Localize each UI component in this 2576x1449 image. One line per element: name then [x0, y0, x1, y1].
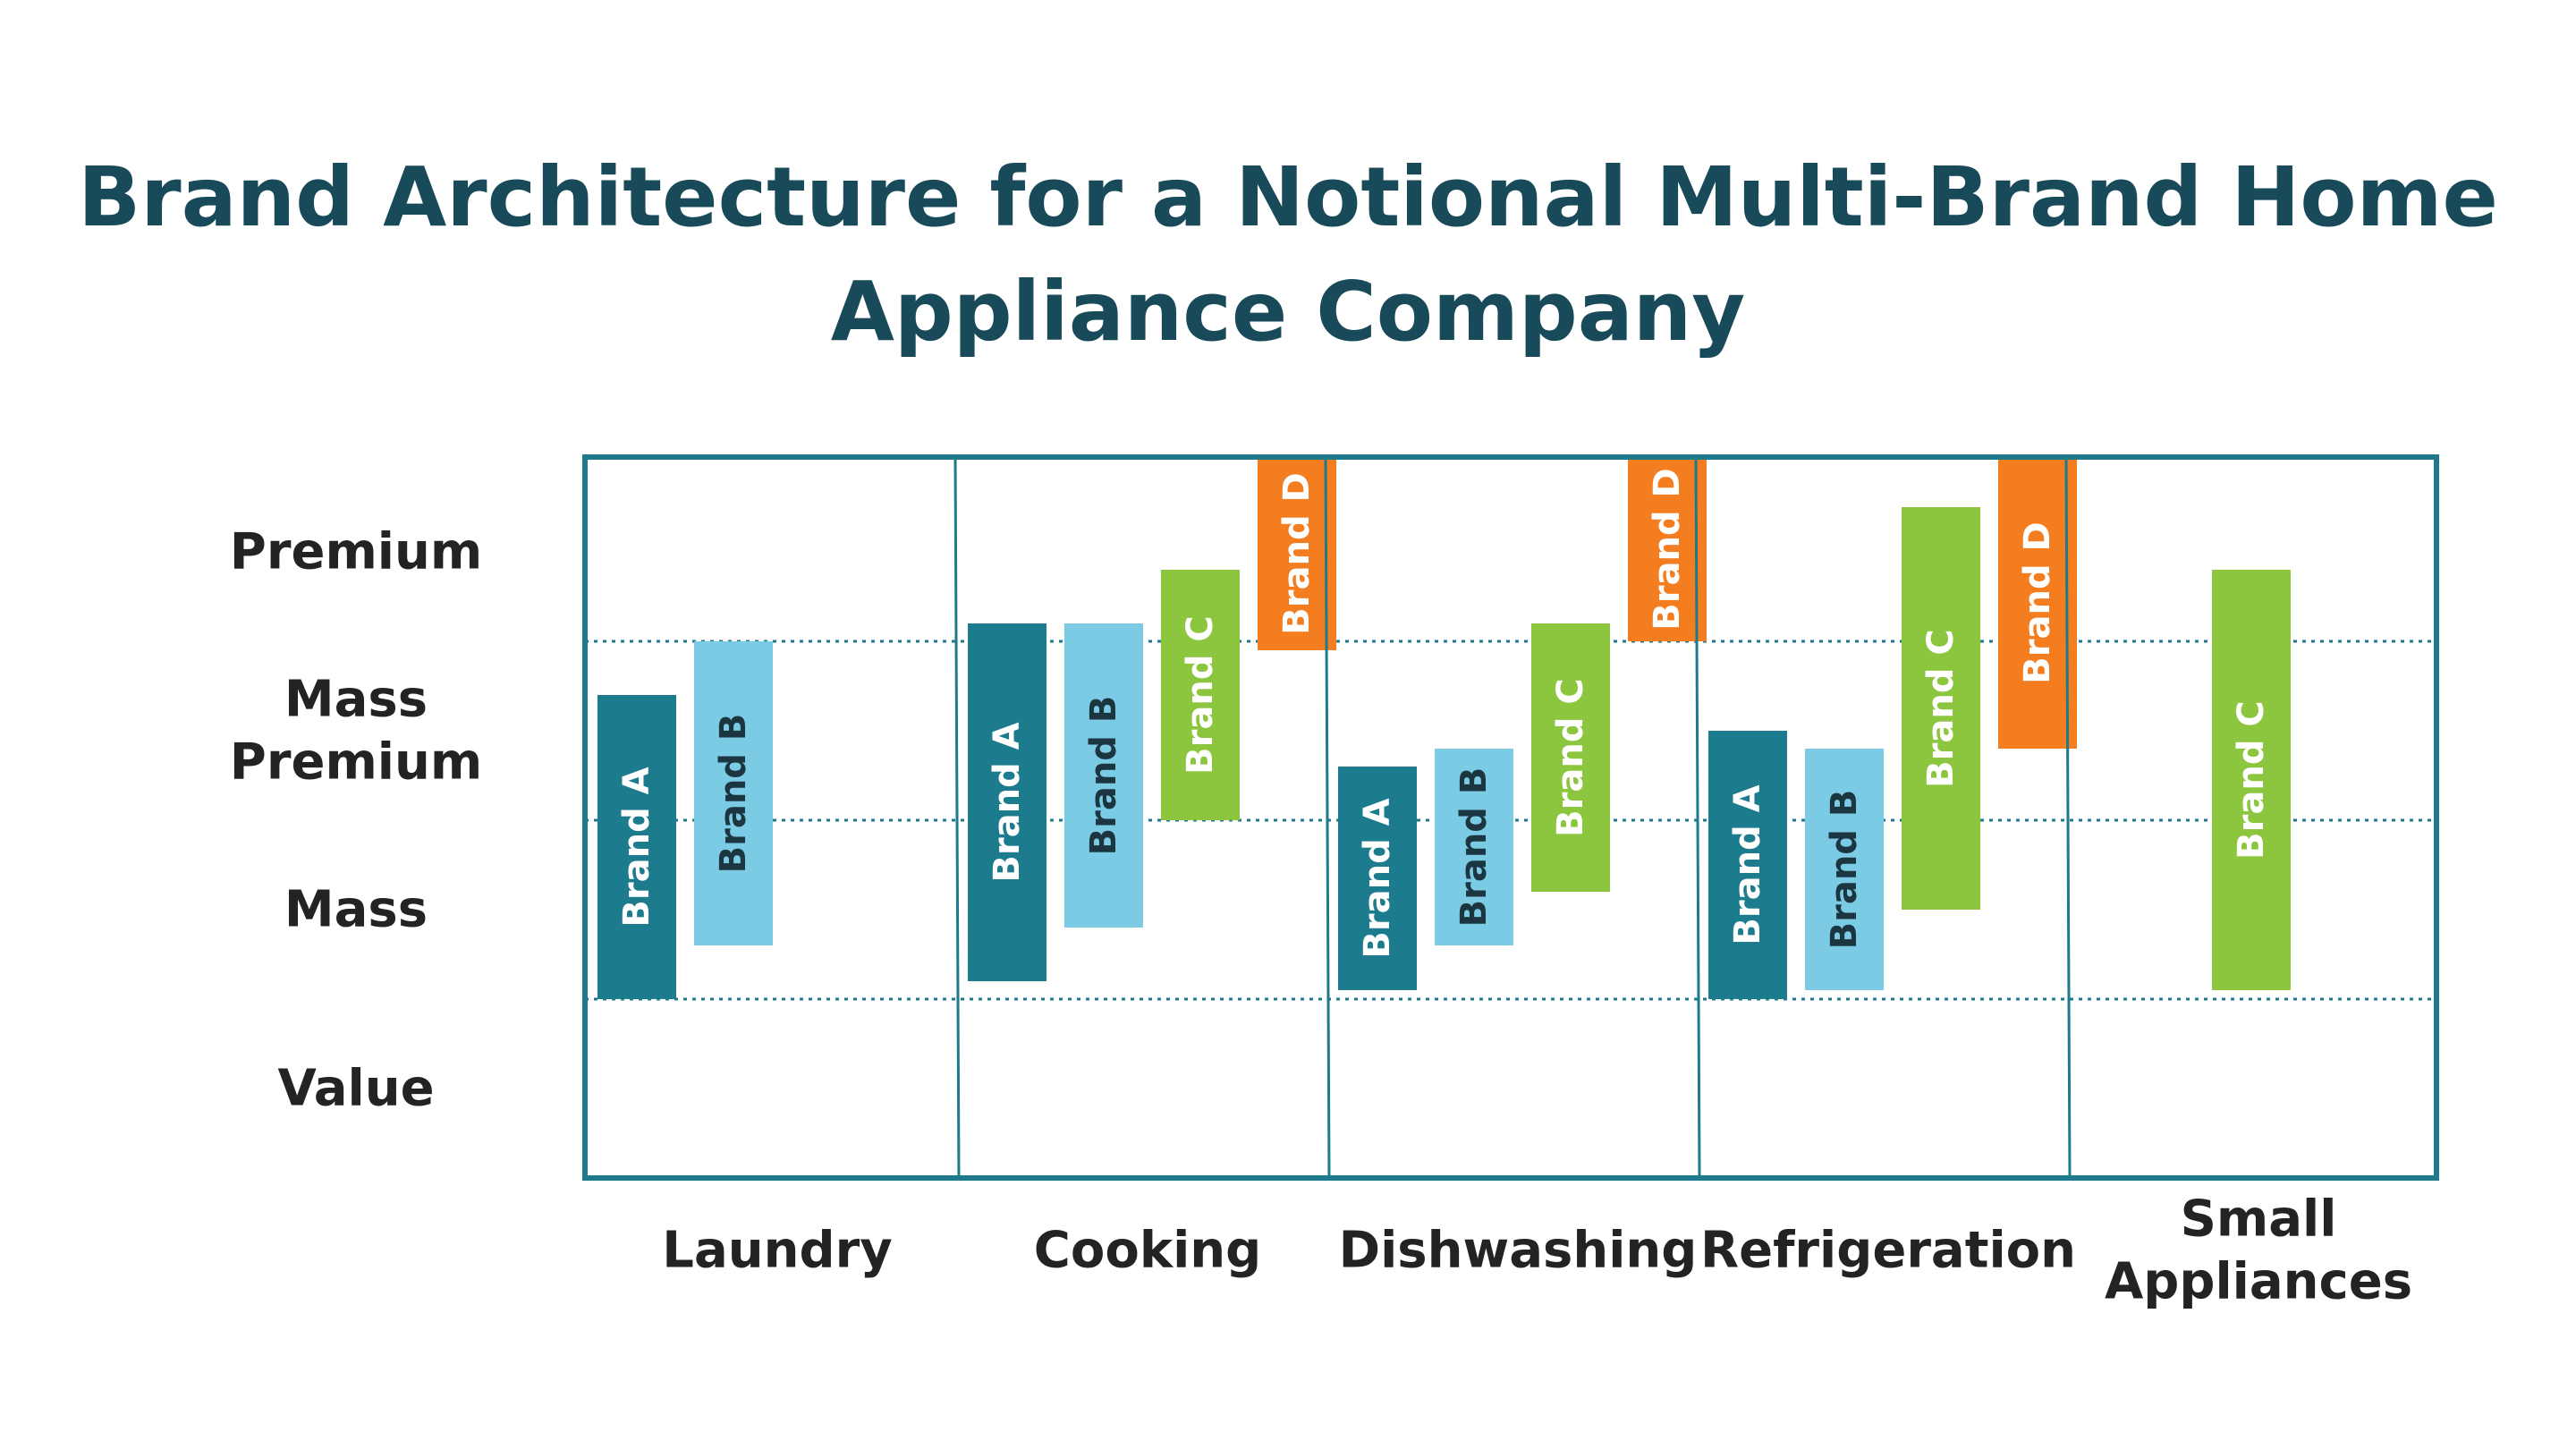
bar-brand-b-laundry: [694, 641, 773, 945]
category-label: Refrigeration: [1700, 1222, 2076, 1280]
bar-brand-a-refrigeration: [1708, 731, 1787, 999]
bar-brand-c-cooking: [1161, 570, 1240, 820]
bar-label: Brand A: [1727, 784, 1768, 945]
bar-brand-c-small-appliances: [2212, 570, 2291, 990]
bar-label: Brand C: [1550, 678, 1591, 837]
bar-brand-c-refrigeration: [1902, 507, 1980, 910]
bar-brand-b-cooking: [1064, 623, 1143, 928]
bars: Brand A Brand B Brand A Brand B Brand C Brand…: [597, 457, 2291, 999]
bar-brand-a-dishwashing: [1338, 767, 1417, 990]
bar-label: Brand D: [1276, 472, 1318, 634]
bar-label: Brand A: [1357, 798, 1398, 958]
chart-title-line: Brand Architecture for a Notional Multi-…: [78, 149, 2498, 245]
bar-label: Brand B: [713, 714, 754, 874]
bar-label: Brand A: [616, 767, 657, 927]
category-labels: Laundry Cooking Dishwashing Refrigeration Sm…: [662, 1191, 2412, 1311]
bar-brand-a-laundry: [597, 695, 676, 999]
bar-brand-d-refrigeration: [1998, 457, 2077, 749]
category-divider: [953, 456, 961, 1179]
tier-label: Premium: [230, 523, 482, 581]
category-label: Laundry: [662, 1222, 892, 1280]
bar-brand-d-dishwashing: [1628, 457, 1707, 641]
category-label: Dishwashing: [1339, 1222, 1698, 1280]
bar-label: Brand C: [1180, 615, 1221, 775]
chart-title-line: Appliance Company: [831, 264, 1746, 360]
category-divider: [1694, 456, 1701, 1179]
category-label: Appliances: [2105, 1253, 2412, 1311]
bar-label: Brand C: [1920, 629, 1962, 788]
tier-label: Mass: [284, 881, 428, 939]
bar-brand-b-dishwashing: [1435, 749, 1513, 945]
bar-brand-d-cooking: [1258, 457, 1336, 650]
tier-label: Mass: [284, 671, 428, 729]
category-divider: [2064, 456, 2072, 1179]
plot-frame: [582, 454, 2439, 1181]
bar-brand-a-cooking: [968, 623, 1046, 981]
plot-border: [582, 454, 2439, 1181]
tier-label: Value: [277, 1060, 434, 1118]
bar-brand-b-refrigeration: [1805, 749, 1884, 990]
bar-label: Brand C: [2231, 700, 2272, 860]
bar-label: Brand D: [2017, 521, 2058, 683]
bar-label: Brand B: [1824, 790, 1865, 950]
bar-label: Brand A: [987, 722, 1028, 882]
bar-brand-c-dishwashing: [1531, 623, 1610, 892]
category-label: Small: [2181, 1191, 2337, 1249]
bar-label: Brand B: [1453, 767, 1495, 928]
bar-label: Brand B: [1083, 696, 1124, 856]
bar-label: Brand D: [1647, 468, 1688, 630]
category-divider: [1324, 456, 1331, 1179]
tier-label: Premium: [230, 733, 482, 792]
category-label: Cooking: [1034, 1222, 1261, 1280]
chart-title: Brand Architecture for a Notional Multi-…: [78, 149, 2498, 360]
